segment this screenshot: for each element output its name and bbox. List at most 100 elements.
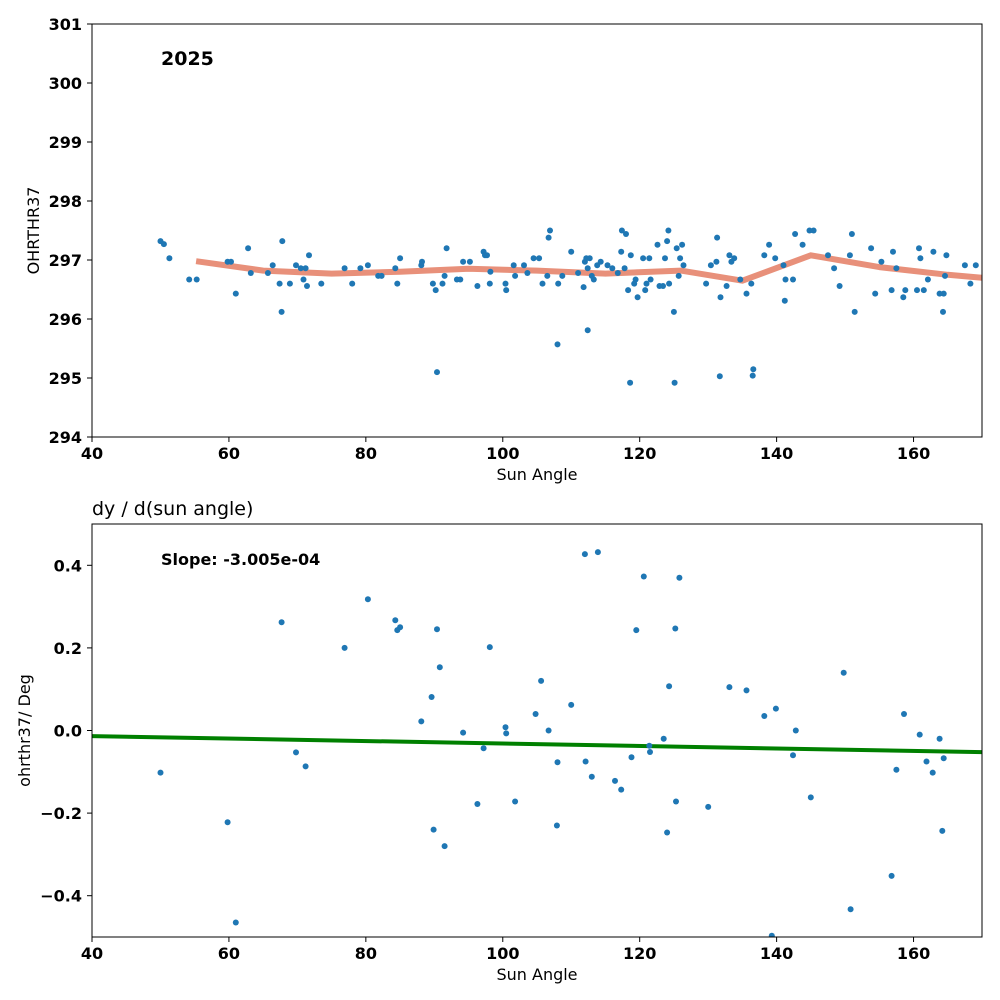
y-tick-label: 0.2 [54,639,82,658]
data-point [940,755,947,762]
data-point [432,287,439,294]
data-point [929,769,936,776]
data-point [716,373,723,380]
data-point [726,684,733,691]
data-point [936,290,943,297]
x-tick-label: 80 [355,444,377,463]
data-point [627,379,634,386]
data-point [967,280,974,287]
data-point [584,327,591,334]
x-tick-label: 60 [218,444,240,463]
data-point [297,265,304,272]
data-point [705,803,712,810]
data-point [304,283,310,289]
data-point [524,270,531,276]
data-point [790,752,796,759]
data-point [278,308,285,315]
data-point [634,294,641,301]
data-point [761,713,768,719]
data-point [792,231,799,237]
data-point [916,245,922,252]
data-point [555,280,562,287]
x-tick-label: 120 [623,944,656,963]
data-point [536,255,543,262]
data-point [726,252,733,259]
data-point [193,276,200,283]
x-tick-label: 80 [355,944,377,963]
data-point [269,262,276,269]
y-tick-label: 0.0 [54,722,82,741]
data-point [503,730,510,737]
x-tick-label: 60 [218,944,240,963]
data-point [364,596,371,603]
data-point [628,754,635,761]
data-point [666,280,673,287]
data-point [930,248,937,255]
data-point [743,687,750,694]
data-point [677,255,684,262]
data-point [512,272,519,279]
top-y-axis-label: OHRTHR37 [24,187,43,275]
data-point [936,735,943,742]
data-point [582,758,589,765]
data-point [878,258,885,265]
data-point [920,287,927,294]
data-point [772,705,779,712]
data-point [428,694,435,700]
data-point [341,265,348,272]
top-annotation: 2025 [161,48,214,70]
data-point [749,372,756,379]
data-point [675,272,682,279]
data-point [737,276,744,283]
data-point [539,280,546,287]
data-point [625,287,632,294]
data-point [486,280,493,287]
data-point [279,238,286,245]
data-point [224,819,231,826]
data-point [293,262,299,269]
data-point [364,262,371,269]
data-point [893,265,900,272]
data-point [302,265,309,272]
data-point [392,265,399,272]
data-point [766,241,773,248]
y-tick-label: 295 [49,369,82,388]
data-point [538,677,545,684]
data-point [487,268,494,275]
data-point [460,729,467,736]
data-point [923,758,930,765]
data-point [888,287,895,294]
data-point [594,549,601,556]
data-point [474,283,481,289]
data-point [665,227,672,234]
x-tick-label: 120 [623,444,656,463]
data-point [612,777,618,784]
data-point [604,262,611,269]
data-point [642,287,649,294]
bottom-scatter-panel: dy / d(sun angle) 40 60 80 100 120 140 160 −0.4… [15,498,983,984]
data-point [632,276,639,283]
data-point [247,270,254,276]
data-point [713,258,720,265]
data-point [782,276,789,283]
data-point [276,280,283,287]
top-trend-layer [195,252,982,284]
data-point [457,276,464,283]
data-point [597,258,604,265]
data-point [750,366,757,373]
data-point [590,276,597,283]
data-point [676,574,683,581]
trend-line [195,252,982,284]
top-plot-frame [91,23,983,438]
data-point [429,280,436,287]
data-point [640,255,647,262]
data-point [836,283,843,289]
fit-line [92,734,982,755]
data-point [660,735,667,742]
data-point [300,276,307,283]
data-point [545,727,552,734]
data-point [731,255,738,262]
data-point [466,258,473,265]
data-point [848,231,855,237]
